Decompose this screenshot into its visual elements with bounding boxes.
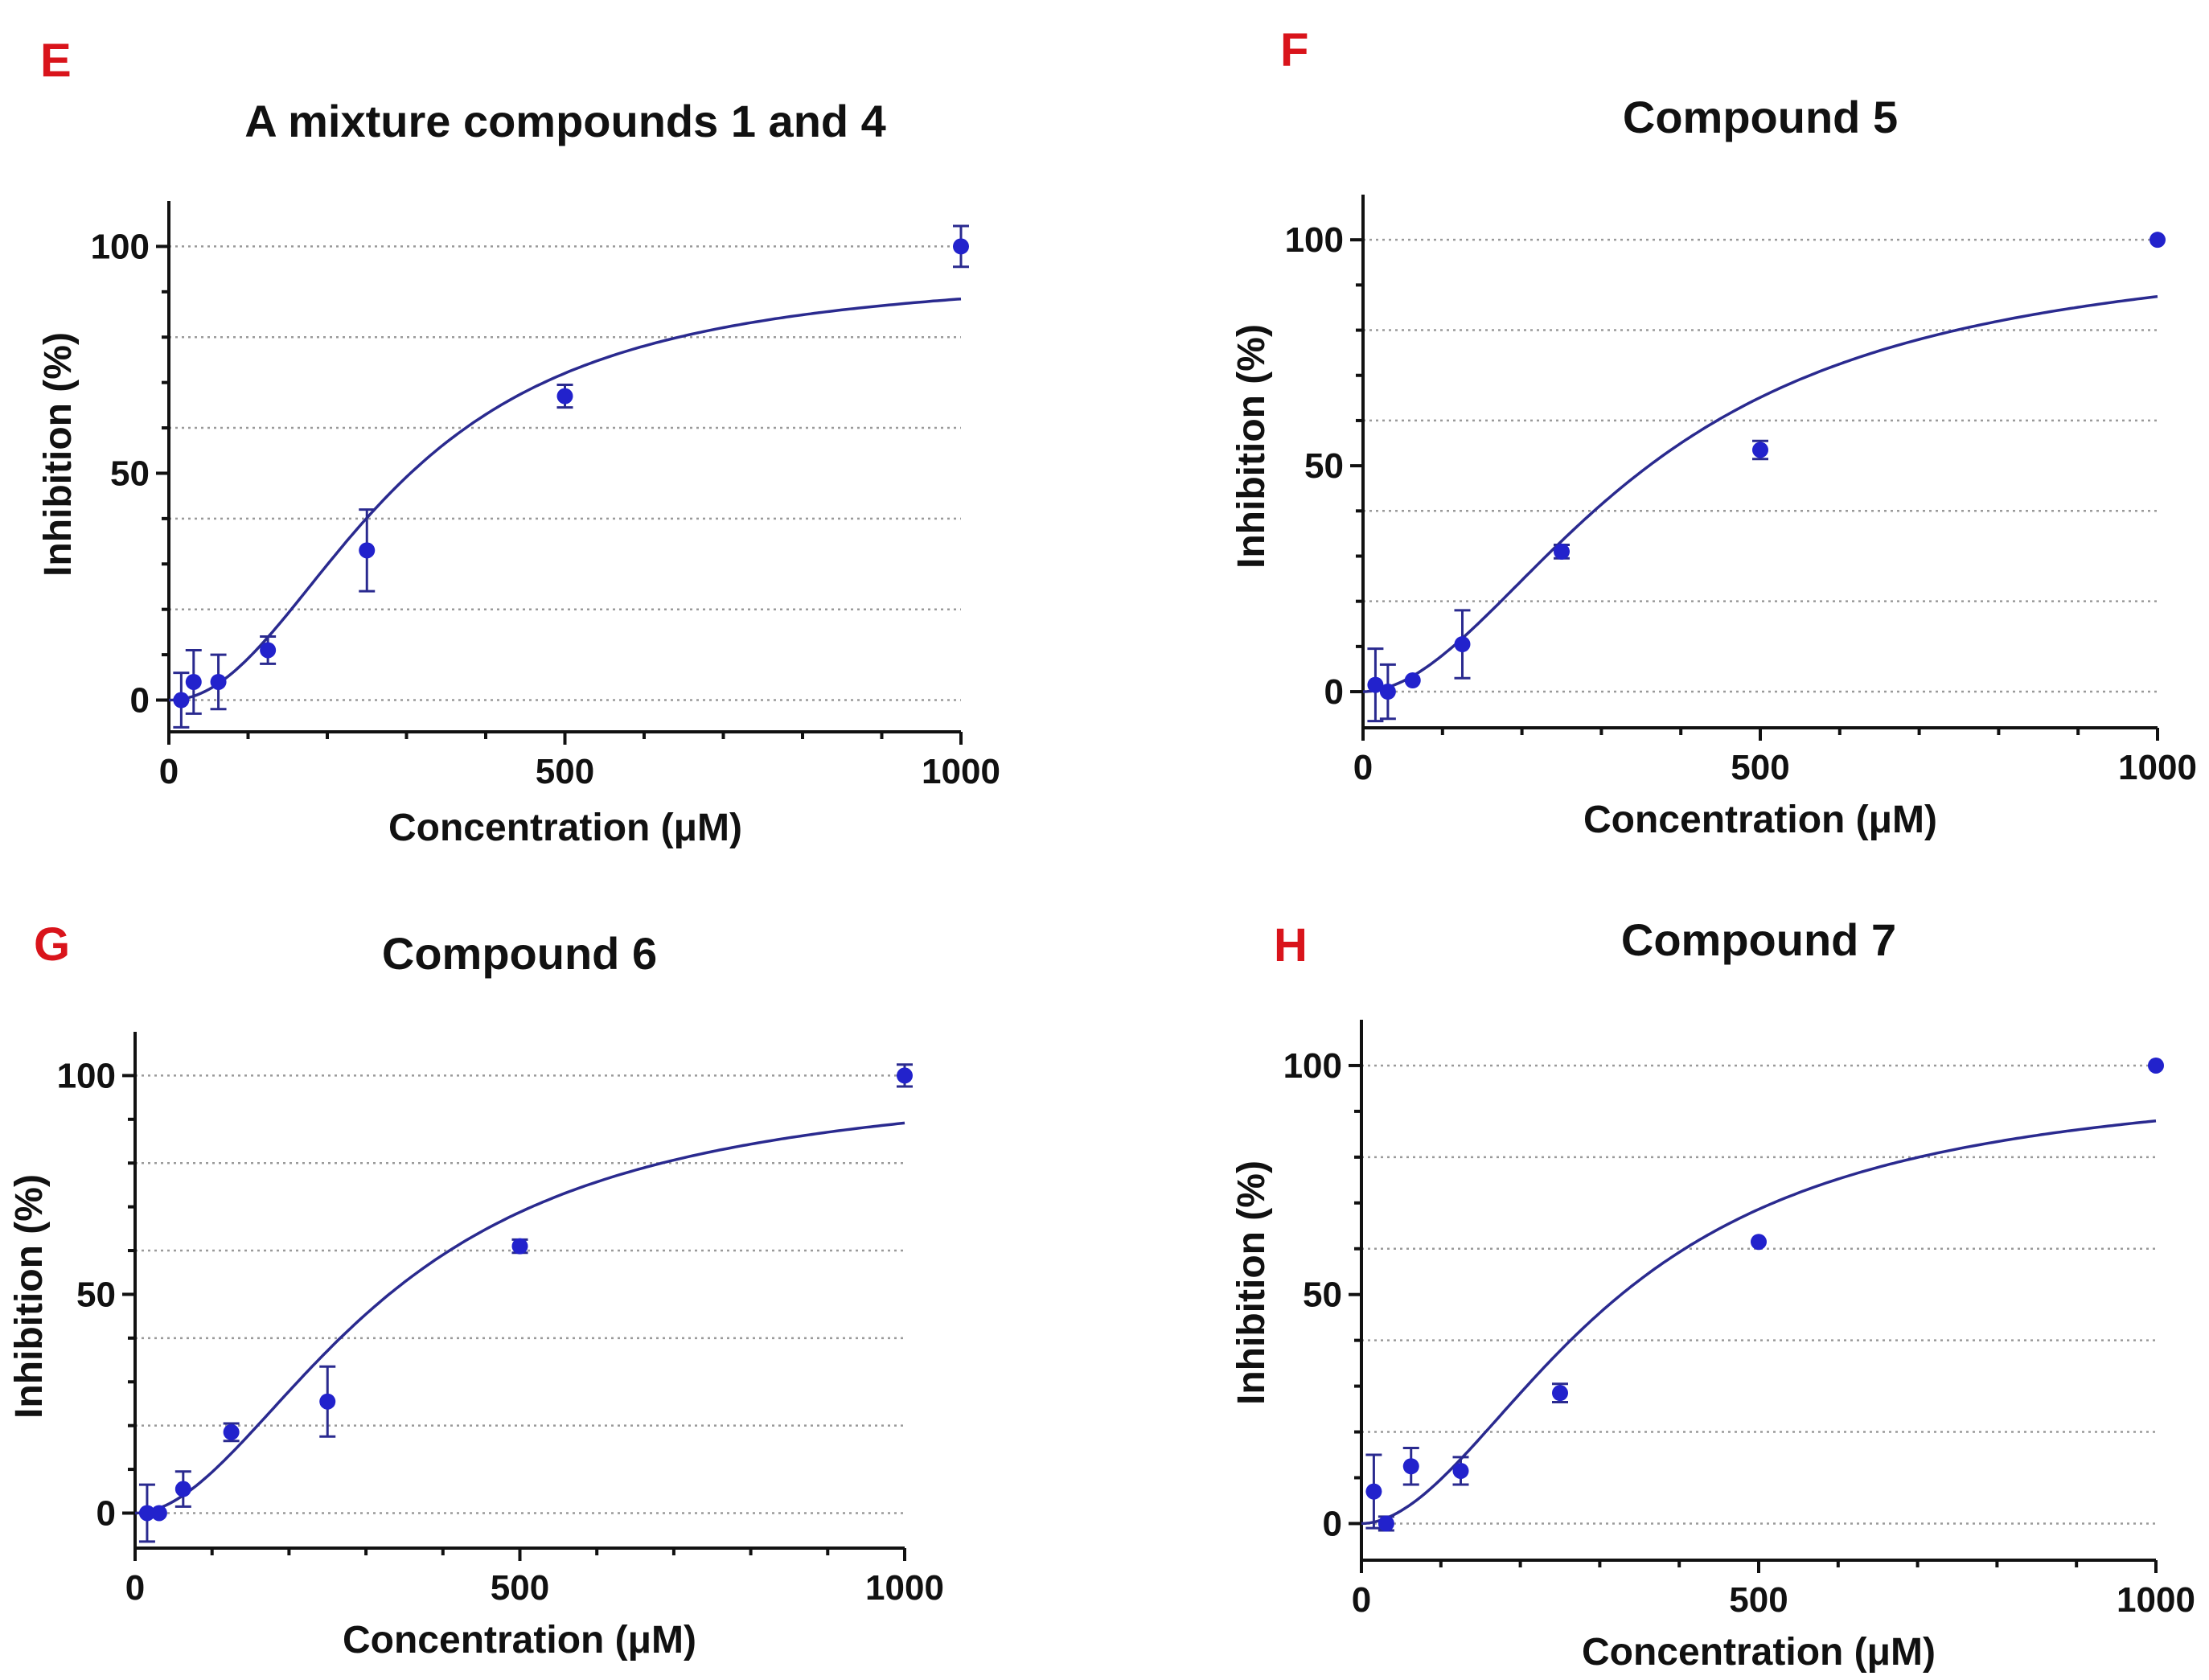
data-point xyxy=(1367,676,1384,693)
data-point xyxy=(897,1067,913,1084)
x-tick-label: 0 xyxy=(125,1568,145,1608)
data-point xyxy=(2149,232,2166,249)
x-axis-label: Concentration (μM) xyxy=(1582,1631,1936,1674)
panel-letter: G xyxy=(34,918,70,971)
data-point xyxy=(1552,1385,1568,1402)
data-point xyxy=(223,1423,240,1440)
y-tick-label: 50 xyxy=(1304,446,1344,486)
x-tick-label: 500 xyxy=(1731,748,1789,787)
panel-letter: F xyxy=(1280,24,1308,76)
data-point xyxy=(175,1481,191,1497)
x-tick-label: 500 xyxy=(1729,1580,1788,1620)
panel-title: A mixture compounds 1 and 4 xyxy=(244,96,886,146)
panel-letter: H xyxy=(1274,919,1308,971)
data-point xyxy=(1454,636,1471,653)
data-point xyxy=(138,1505,155,1522)
y-tick-label: 50 xyxy=(1303,1275,1342,1315)
x-axis-label: Concentration (μM) xyxy=(343,1619,696,1662)
data-point xyxy=(260,642,277,659)
y-axis-label: Inhibition (%) xyxy=(1230,1160,1273,1405)
data-point xyxy=(2148,1057,2164,1074)
y-tick-label: 0 xyxy=(1323,1504,1342,1543)
data-point xyxy=(1404,672,1421,689)
x-tick-label: 0 xyxy=(1352,1580,1371,1620)
y-tick-label: 0 xyxy=(96,1493,116,1533)
data-point xyxy=(1379,684,1396,700)
y-axis-label: Inhibition (%) xyxy=(1230,324,1273,569)
x-tick-label: 1000 xyxy=(922,752,1000,791)
x-tick-label: 1000 xyxy=(865,1568,944,1608)
panel-title: Compound 5 xyxy=(1623,92,1898,142)
data-point xyxy=(511,1238,528,1255)
x-tick-label: 1000 xyxy=(2117,1580,2195,1620)
data-point xyxy=(556,388,573,405)
x-tick-label: 0 xyxy=(1353,748,1373,787)
x-tick-label: 500 xyxy=(536,752,594,791)
data-point xyxy=(1365,1483,1382,1500)
data-point xyxy=(953,238,969,255)
data-point xyxy=(1751,1234,1767,1251)
fit-curve xyxy=(1362,294,2158,693)
data-point xyxy=(150,1505,167,1522)
data-point xyxy=(359,542,376,559)
y-tick-label: 100 xyxy=(1285,220,1344,260)
data-point xyxy=(319,1393,336,1410)
data-point xyxy=(1378,1515,1394,1532)
data-point xyxy=(210,673,227,690)
y-axis-label: Inhibition (%) xyxy=(8,1174,51,1419)
data-point xyxy=(173,692,190,709)
y-tick-label: 100 xyxy=(91,227,150,266)
y-axis-label: Inhibition (%) xyxy=(37,332,80,577)
data-point xyxy=(1752,442,1768,458)
y-tick-label: 50 xyxy=(76,1275,116,1314)
fit-curve xyxy=(168,297,962,702)
x-tick-label: 1000 xyxy=(2118,748,2197,787)
data-point xyxy=(1452,1462,1469,1479)
y-tick-label: 50 xyxy=(110,454,150,493)
x-axis-label: Concentration (μM) xyxy=(388,807,742,849)
fit-curve xyxy=(134,1121,905,1515)
data-point xyxy=(1554,543,1570,560)
data-point xyxy=(1402,1458,1419,1475)
data-point xyxy=(185,673,202,690)
panel-letter: E xyxy=(40,35,72,87)
x-tick-label: 500 xyxy=(491,1568,549,1608)
y-tick-label: 100 xyxy=(57,1056,116,1095)
panel-title: Compound 7 xyxy=(1621,914,1896,965)
x-tick-label: 0 xyxy=(159,752,179,791)
x-axis-label: Concentration (μM) xyxy=(1583,799,1937,841)
fit-curve xyxy=(1361,1119,2157,1526)
y-tick-label: 100 xyxy=(1283,1046,1342,1086)
y-tick-label: 0 xyxy=(130,681,150,721)
y-tick-label: 0 xyxy=(1324,672,1344,712)
panel-title: Compound 6 xyxy=(382,928,657,979)
